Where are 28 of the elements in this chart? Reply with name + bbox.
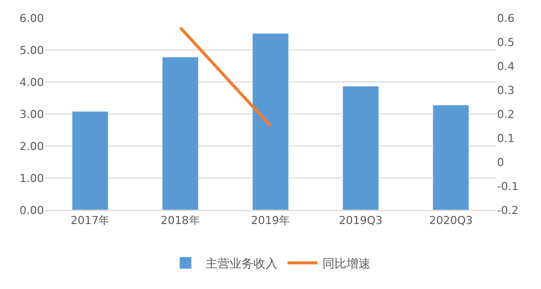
x-tick-label: 2019Q3 xyxy=(338,214,383,228)
x-tick-label: 2019年 xyxy=(251,214,290,228)
y-tick-label: 3.00 xyxy=(20,108,44,121)
y2-tick-label: 0.1 xyxy=(497,132,514,145)
y2-tick-label: 0 xyxy=(497,156,504,169)
y2-tick-label: 0.2 xyxy=(497,108,514,121)
y2-tick-label: 0.3 xyxy=(497,84,514,97)
y2-tick-label: 0.5 xyxy=(497,36,514,49)
y-tick-label: 6.00 xyxy=(20,12,44,25)
bar xyxy=(162,56,199,210)
y-tick-label: 1.00 xyxy=(20,172,44,185)
y2-tick-label: -0.2 xyxy=(497,204,518,217)
bar xyxy=(252,33,289,210)
y2-tick-label: 0.4 xyxy=(497,60,514,73)
x-tick-label: 2017年 xyxy=(70,214,110,228)
legend-label: 主营业务收入 xyxy=(206,256,278,271)
legend-label: 同比增速 xyxy=(322,256,370,271)
y-tick-label: 4.00 xyxy=(20,76,44,89)
y-tick-label: 5.00 xyxy=(20,44,44,57)
y-tick-label: 0.00 xyxy=(20,204,44,217)
bar xyxy=(342,86,379,210)
bar xyxy=(72,111,108,210)
x-tick-label: 2018年 xyxy=(160,214,200,228)
y2-tick-label: 0.6 xyxy=(497,12,514,25)
x-tick-label: 2020Q3 xyxy=(429,214,473,228)
y-tick-label: 2.00 xyxy=(20,140,44,153)
y2-tick-label: -0.1 xyxy=(497,180,518,193)
bar xyxy=(432,104,470,210)
